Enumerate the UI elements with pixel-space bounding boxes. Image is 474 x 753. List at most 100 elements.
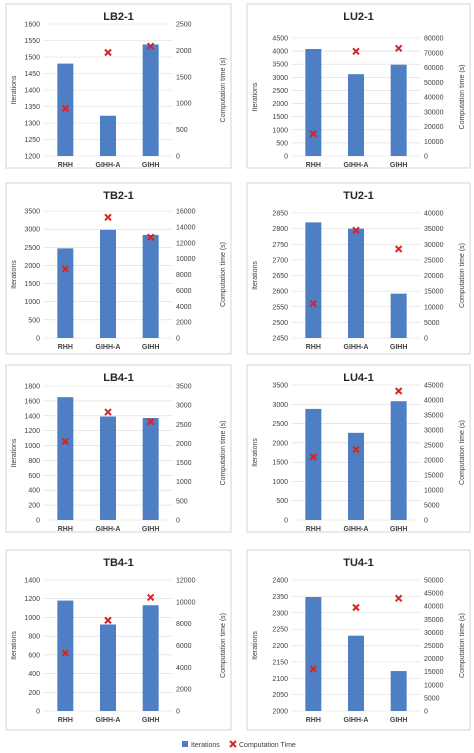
category-label: GIHH-A	[344, 344, 369, 351]
left-tick-label: 2700	[272, 257, 288, 264]
category-label: GIHH	[390, 344, 408, 351]
right-tick-label: 1000	[176, 101, 192, 108]
right-tick-label: 40000	[424, 95, 444, 102]
legend-iterations-label: Iterations	[191, 742, 220, 749]
category-label: RHH	[306, 717, 321, 724]
left-tick-label: 2400	[272, 578, 288, 585]
left-tick-label: 600	[28, 473, 40, 480]
right-tick-label: 50000	[424, 578, 444, 585]
left-tick-label: 2500	[272, 320, 288, 327]
marker-computation-time-gihh-a	[104, 408, 112, 416]
right-axis-title: Computation time (s)	[220, 421, 227, 486]
right-tick-label: 6000	[176, 643, 192, 650]
left-tick-label: 1400	[24, 88, 40, 95]
right-tick-label: 4000	[176, 665, 192, 672]
right-tick-label: 500	[176, 498, 188, 505]
category-label: GIHH-A	[344, 526, 369, 533]
left-tick-label: 1350	[24, 104, 40, 111]
category-label: RHH	[306, 526, 321, 533]
left-tick-label: 1500	[24, 55, 40, 62]
left-tick-label: 400	[28, 671, 40, 678]
left-tick-label: 2000	[24, 263, 40, 270]
marker-computation-time-gihh	[146, 593, 155, 602]
left-tick-label: 2000	[272, 709, 288, 716]
left-tick-label: 3500	[272, 62, 288, 69]
right-tick-label: 2500	[176, 22, 192, 29]
left-tick-label: 0	[284, 154, 288, 161]
right-tick-label: 20000	[424, 656, 444, 663]
right-tick-label: 30000	[424, 109, 444, 116]
left-tick-label: 200	[28, 503, 40, 510]
left-tick-label: 1000	[272, 479, 288, 486]
left-tick-label: 500	[276, 140, 288, 147]
left-tick-label: 1000	[24, 299, 40, 306]
chart-title: LU2-1	[343, 11, 374, 23]
right-tick-label: 0	[176, 154, 180, 161]
right-tick-label: 15000	[424, 669, 444, 676]
right-tick-label: 0	[176, 518, 180, 525]
category-label: RHH	[306, 162, 321, 169]
left-axis-title: Iterations	[11, 631, 18, 660]
bar-iterations-gihh	[390, 293, 407, 338]
right-tick-label: 35000	[424, 226, 444, 233]
right-tick-label: 10000	[424, 682, 444, 689]
chart-panel-tb4-1: TB4-1 0 200 400 600 800 1000 1200 1400 0 2000 4000 6…	[5, 549, 232, 731]
left-tick-label: 0	[36, 336, 40, 343]
bar-iterations-gihh	[142, 418, 159, 520]
left-tick-label: 1250	[24, 137, 40, 144]
left-tick-label: 4000	[272, 49, 288, 56]
legend-computation-time-marker	[229, 740, 237, 748]
bar-iterations-rhh	[57, 248, 74, 338]
left-tick-label: 2750	[272, 242, 288, 249]
left-tick-label: 4500	[272, 36, 288, 43]
marker-computation-time-gihh	[394, 245, 403, 253]
left-tick-label: 3000	[272, 75, 288, 82]
left-axis-title: Iterations	[11, 75, 18, 104]
right-tick-label: 80000	[424, 36, 444, 43]
right-tick-label: 30000	[424, 428, 444, 435]
left-tick-label: 2450	[272, 336, 288, 343]
left-tick-label: 1300	[24, 121, 40, 128]
left-tick-label: 1200	[24, 428, 40, 435]
right-tick-label: 25000	[424, 257, 444, 264]
chart-panel-lb4-1: LB4-1 0 200 400 600 800 1000 1200 1400 1600 1800 0 5…	[5, 364, 232, 533]
right-tick-label: 6000	[176, 288, 192, 295]
left-tick-label: 2050	[272, 692, 288, 699]
legend-iterations-swatch	[182, 741, 188, 747]
left-tick-label: 1000	[24, 615, 40, 622]
legend-computation-time-label: Computation Time	[239, 742, 296, 749]
right-tick-label: 0	[424, 154, 428, 161]
marker-computation-time-gihh-a	[352, 226, 360, 234]
bar-iterations-gihh-a	[348, 635, 364, 711]
left-tick-label: 1450	[24, 71, 40, 78]
right-tick-label: 45000	[424, 383, 444, 390]
right-tick-label: 2000	[176, 687, 192, 694]
chart-panel-tu2-1: TU2-1 2450 2500 2550 2600 2650 2700 2750 2800 285…	[246, 182, 471, 355]
left-tick-label: 1550	[24, 38, 40, 45]
right-tick-label: 500	[176, 127, 188, 134]
right-axis-title: Computation time (s)	[459, 65, 466, 130]
chart-title: TB2-1	[103, 190, 134, 202]
left-tick-label: 0	[36, 709, 40, 716]
marker-computation-time-gihh-a	[104, 213, 112, 222]
right-tick-label: 10000	[424, 304, 444, 311]
left-tick-label: 400	[28, 488, 40, 495]
left-tick-label: 2850	[272, 211, 288, 218]
category-label: GIHH-A	[344, 717, 369, 724]
right-tick-label: 8000	[176, 272, 192, 279]
left-axis-title: Iterations	[11, 438, 18, 467]
bar-iterations-gihh	[142, 234, 159, 338]
left-tick-label: 2800	[272, 226, 288, 233]
right-tick-label: 20000	[424, 124, 444, 131]
chart-title: TU4-1	[343, 557, 374, 569]
left-tick-label: 1200	[24, 154, 40, 161]
right-tick-label: 5000	[424, 695, 440, 702]
bar-iterations-gihh	[390, 401, 407, 520]
bar-iterations-rhh	[305, 408, 322, 520]
marker-computation-time-gihh	[394, 44, 403, 53]
category-label: RHH	[58, 526, 73, 533]
right-tick-label: 10000	[176, 599, 196, 606]
left-tick-label: 1600	[24, 22, 40, 29]
marker-computation-time-gihh-a	[104, 616, 112, 625]
right-axis-title: Computation time (s)	[220, 613, 227, 678]
